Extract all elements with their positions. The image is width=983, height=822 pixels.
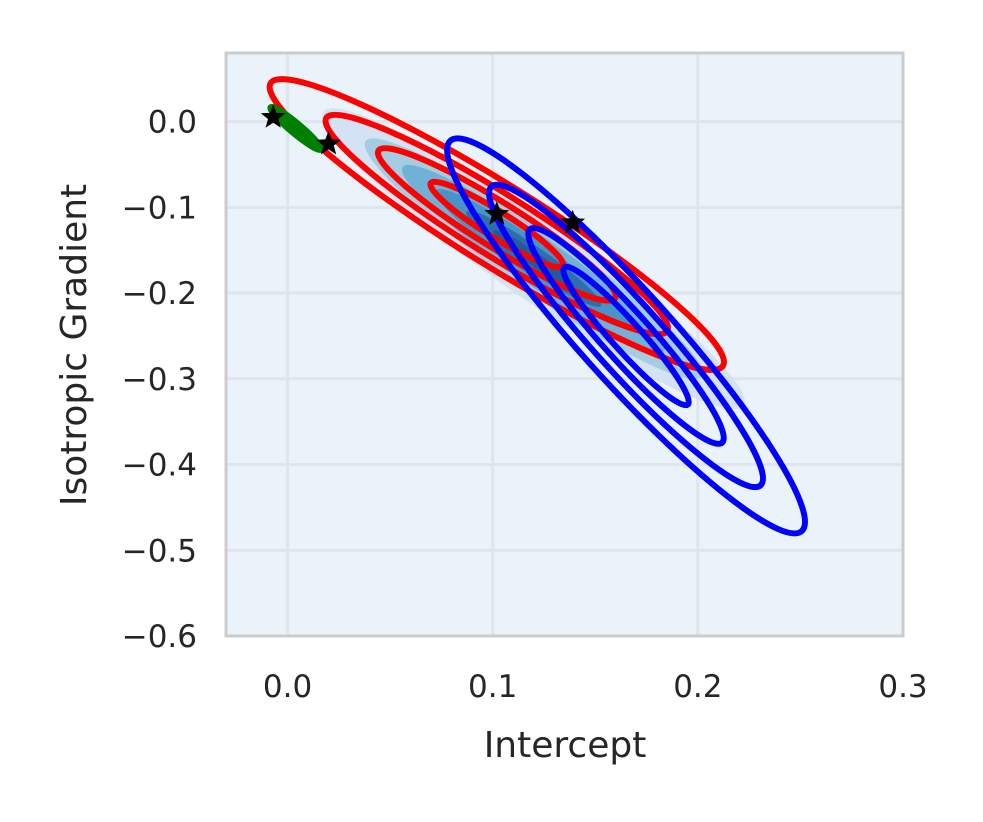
y-tick-label: −0.4 [122, 448, 197, 484]
x-tick-label: 0.0 [263, 669, 312, 705]
y-tick-label: −0.1 [122, 190, 197, 226]
star-marker [316, 130, 341, 155]
blue-contour-1 [444, 135, 808, 537]
y-tick-label: −0.5 [122, 533, 197, 569]
star-marker [260, 104, 286, 128]
star-marker [560, 209, 586, 234]
green-contour-1 [267, 103, 325, 153]
x-tick-label: 0.3 [878, 669, 927, 705]
plot-background [226, 53, 903, 636]
x-tick-label: 0.1 [468, 669, 517, 705]
star-marker [484, 201, 510, 225]
center-markers [260, 104, 586, 234]
y-axis-label: Isotropic Gradient [54, 184, 95, 506]
x-tick-label: 0.2 [673, 669, 722, 705]
y-tick-label: −0.3 [122, 362, 197, 398]
blue-contour-3 [525, 225, 727, 447]
y-tick-label: −0.6 [122, 619, 197, 655]
blue-contour-4 [560, 263, 692, 409]
y-tick-label: −0.2 [122, 276, 197, 312]
y-tick-label: 0.0 [148, 105, 197, 141]
x-tick-labels: 0.0 0.1 0.2 0.3 [263, 669, 928, 705]
plot-frame [224, 51, 905, 638]
y-tick-labels: 0.0 −0.1 −0.2 −0.3 −0.4 −0.5 −0.6 [122, 105, 197, 655]
x-axis-label: Intercept [484, 725, 647, 766]
blue-contour-2 [486, 181, 766, 491]
contour-lines [266, 76, 808, 537]
